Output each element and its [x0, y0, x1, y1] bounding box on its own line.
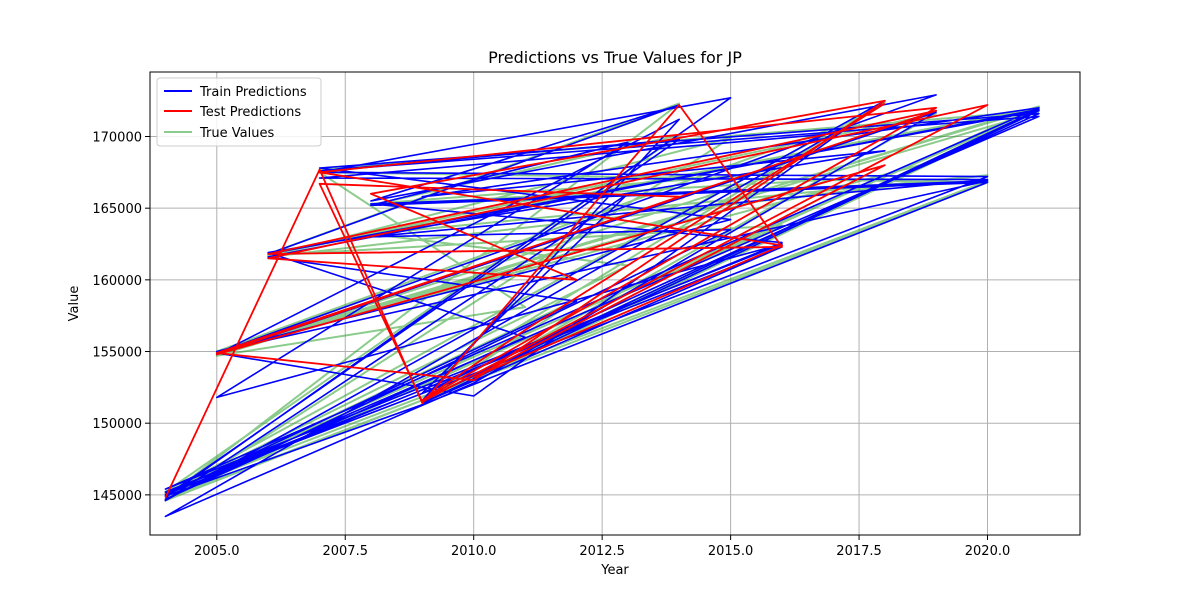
y-tick-label: 150000	[92, 417, 142, 432]
y-tick-label: 170000	[92, 131, 142, 146]
y-axis-ticks: 145000 150000 155000 160000 165000 170000	[92, 131, 150, 504]
y-tick-label: 145000	[92, 489, 142, 504]
series-line-train-predictions	[164, 94, 1040, 518]
series-line-test-predictions	[164, 99, 989, 499]
x-tick-label: 2020.0	[965, 544, 1011, 559]
legend-label-true: True Values	[199, 126, 274, 141]
x-axis-label: Year	[600, 563, 629, 578]
x-tick-label: 2012.5	[579, 544, 625, 559]
x-tick-label: 2007.5	[322, 544, 368, 559]
legend-label-test: Test Predictions	[199, 105, 301, 120]
x-tick-label: 2005.0	[194, 544, 240, 559]
plot-area	[164, 94, 1040, 518]
y-tick-label: 155000	[92, 346, 142, 361]
y-axis-label: Value	[67, 286, 82, 322]
x-axis-ticks: 2005.0 2007.5 2010.0 2012.5 2015.0 2017.5 2020…	[194, 535, 1010, 559]
series-layer	[164, 94, 1040, 518]
x-tick-label: 2015.0	[708, 544, 754, 559]
x-tick-label: 2017.5	[836, 544, 882, 559]
legend-label-train: Train Predictions	[199, 85, 307, 100]
plot-frame	[149, 71, 1081, 536]
chart-title: Predictions vs True Values for JP	[488, 48, 742, 67]
x-tick-label: 2010.0	[451, 544, 497, 559]
legend-box	[156, 77, 322, 147]
y-tick-label: 165000	[92, 202, 142, 217]
legend: Train Predictions Test Predictions True …	[156, 77, 322, 147]
y-tick-label: 160000	[92, 274, 142, 289]
